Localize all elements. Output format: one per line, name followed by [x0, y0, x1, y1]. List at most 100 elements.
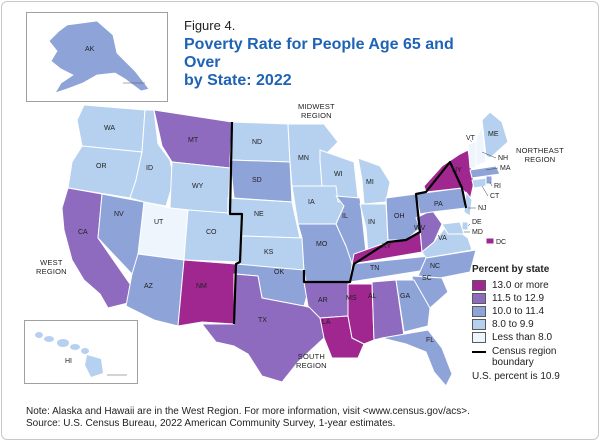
state-label-DC: DC — [496, 239, 506, 246]
state-label-HI: HI — [65, 358, 72, 365]
leader-lines — [464, 139, 499, 233]
state-label-ID: ID — [146, 165, 153, 172]
state-MD — [441, 221, 465, 235]
state-label-NV: NV — [114, 211, 124, 218]
footnote: Note: Alaska and Hawaii are in the West … — [26, 406, 586, 430]
state-label-SD: SD — [252, 177, 262, 184]
source-line: Source: U.S. Census Bureau, 2022 America… — [26, 418, 396, 429]
state-label-CA: CA — [78, 229, 88, 236]
state-label-MS: MS — [346, 295, 357, 302]
state-label-AK: AK — [85, 46, 95, 53]
state-GA — [395, 279, 431, 333]
state-label-NY: NY — [452, 167, 462, 174]
state-ID — [129, 109, 175, 207]
state-AK — [48, 20, 150, 94]
state-AZ — [125, 253, 185, 327]
state-label-AL: AL — [368, 293, 377, 300]
state-label-TX: TX — [258, 317, 267, 324]
legend-item-label: 10.0 to 11.4 — [492, 306, 545, 317]
state-DE — [461, 221, 469, 231]
state-label-VT: VT — [466, 135, 476, 142]
us-percent-note: U.S. percent is 10.9 — [472, 371, 560, 382]
state-CT — [471, 177, 487, 189]
state-label-WY: WY — [192, 183, 204, 190]
state-label-AR: AR — [318, 297, 328, 304]
region-label-south-line-1: SOUTH — [297, 352, 326, 361]
state-RI — [485, 175, 493, 185]
region-label-northeast: NORTHEAST REGION — [516, 146, 564, 164]
legend-boundary-label-line-2: boundary — [492, 357, 534, 368]
legend-item-label: 8.0 to 9.9 — [492, 319, 534, 330]
state-label-IL: IL — [342, 213, 348, 220]
legend-item-label: 13.0 or more — [492, 280, 549, 291]
state-MI — [357, 157, 391, 205]
region-label-midwest-line-1: MIDWEST — [298, 102, 335, 111]
legend-item: 11.5 to 12.9 — [472, 292, 592, 305]
legend-item-label: Less than 8.0 — [492, 332, 553, 343]
state-label-MD: MD — [472, 229, 483, 236]
state-label-RI: RI — [494, 183, 501, 190]
state-DC — [485, 237, 495, 245]
region-label-west-line-2: REGION — [36, 267, 67, 276]
state-label-WI: WI — [334, 171, 343, 178]
state-HI — [35, 332, 103, 377]
state-label-OR: OR — [96, 163, 107, 170]
state-label-NM: NM — [196, 283, 207, 290]
alaska-inset: AK — [26, 12, 168, 102]
us-map: WA OR CA NV ID MT WY UT CO AZ NM ND SD N… — [61, 104, 511, 387]
state-label-SC: SC — [422, 275, 432, 282]
state-TX — [201, 273, 325, 383]
state-label-CT: CT — [490, 193, 500, 200]
title-line-1: Poverty Rate for People Age 65 and Over — [184, 36, 454, 71]
state-label-NC: NC — [430, 263, 440, 270]
legend-title: Percent by state — [472, 264, 550, 275]
state-label-TN: TN — [370, 265, 379, 272]
state-label-DE: DE — [472, 219, 482, 226]
legend-boundary-label: Census region boundary — [492, 346, 556, 368]
state-label-WV: WV — [414, 225, 426, 232]
region-label-west-line-1: WEST — [40, 258, 63, 267]
state-label-GA: GA — [400, 293, 410, 300]
state-label-OH: OH — [394, 213, 405, 220]
region-label-northeast-line-1: NORTHEAST — [516, 146, 564, 155]
region-label-west: WEST REGION — [36, 258, 67, 276]
state-NH — [475, 125, 487, 167]
legend-swatch — [472, 332, 486, 343]
legend: Percent by state 13.0 or more 11.5 to 12… — [472, 264, 592, 382]
state-label-ND: ND — [252, 139, 262, 146]
legend-swatch — [472, 280, 486, 291]
legend-item-label: 11.5 to 12.9 — [492, 293, 545, 304]
state-IA — [291, 185, 345, 225]
state-label-WA: WA — [104, 125, 115, 132]
state-label-NE: NE — [254, 211, 264, 218]
note-line: Note: Alaska and Hawaii are in the West … — [26, 406, 470, 417]
state-labels: WA OR CA NV ID MT WY UT CO AZ NM ND SD N… — [78, 125, 511, 344]
figure-title: Poverty Rate for People Age 65 and Over … — [184, 36, 484, 90]
state-label-MA: MA — [500, 165, 511, 172]
state-UT — [137, 201, 189, 261]
state-OH — [385, 193, 421, 241]
legend-item: 8.0 to 9.9 — [472, 318, 592, 331]
state-label-CO: CO — [206, 229, 217, 236]
region-label-south: SOUTH REGION — [296, 352, 327, 370]
state-label-KS: KS — [264, 249, 274, 256]
state-ME — [481, 111, 509, 159]
legend-boundary-label-line-1: Census region — [492, 346, 557, 357]
state-label-LA: LA — [322, 319, 331, 326]
state-label-MT: MT — [188, 137, 199, 144]
region-label-northeast-line-2: REGION — [524, 155, 556, 164]
title-line-2: by State: 2022 — [184, 72, 292, 89]
state-label-MN: MN — [298, 155, 309, 162]
state-NC — [417, 249, 477, 279]
state-FL — [381, 329, 453, 387]
hawaii-map: HI — [35, 332, 127, 377]
state-NM — [177, 259, 237, 327]
state-label-MO: MO — [316, 241, 328, 248]
census-region-boundary — [228, 121, 468, 325]
alaska-map: AK — [48, 20, 150, 94]
legend-swatch — [472, 319, 486, 330]
state-CO — [183, 209, 243, 263]
legend-item: 10.0 to 11.4 — [472, 305, 592, 318]
region-label-midwest-line-2: REGION — [301, 111, 332, 120]
